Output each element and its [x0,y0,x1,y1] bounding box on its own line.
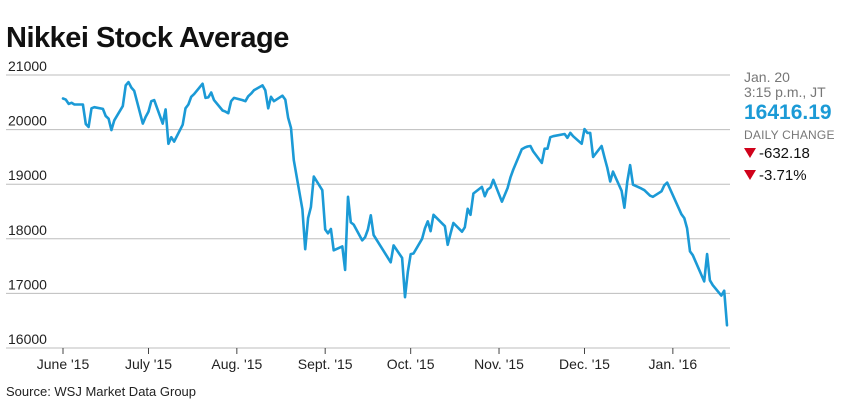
y-axis-tick-labels: 16000 17000 18000 19000 20000 21000 [8,58,47,347]
change-points: -632.18 [759,145,810,162]
y-tick-label: 18000 [8,222,47,238]
x-tick-label: Sept. '15 [298,356,353,372]
x-tick-label: June '15 [37,356,90,372]
change-percent-row: -3.71% [744,166,848,186]
series-group [61,80,729,327]
y-tick-label: 20000 [8,113,47,129]
page-title: Nikkei Stock Average [6,22,289,54]
x-tick-label: Nov. '15 [474,356,524,372]
series-line [61,80,729,327]
down-triangle-icon [744,170,756,180]
quote-time: 3:15 p.m., JT [744,84,826,100]
down-triangle-icon [744,148,756,158]
x-tick-label: July '15 [125,356,172,372]
quote-panel: Jan. 20 3:15 p.m., JT 16416.19 DAILY CHA… [744,70,848,186]
x-axis-ticks: June '15 July '15 Aug. '15 Sept. '15 Oct. '1… [37,348,698,372]
quote-price: 16416.19 [744,101,832,124]
x-tick-label: Aug. '15 [211,356,262,372]
source-note: Source: WSJ Market Data Group [6,384,197,399]
y-tick-label: 19000 [8,167,47,183]
x-tick-label: Oct. '15 [387,356,435,372]
change-points-row: -632.18 [744,144,848,164]
x-tick-label: Jan. '16 [649,356,698,372]
quote-date: Jan. 20 [744,69,790,85]
x-tick-label: Dec. '15 [559,356,610,372]
gridlines [6,74,730,349]
daily-change-label: DAILY CHANGE [744,128,835,142]
y-tick-label: 17000 [8,276,47,292]
y-tick-label: 21000 [8,58,47,74]
change-percent: -3.71% [759,167,807,184]
y-tick-label: 16000 [8,331,47,347]
